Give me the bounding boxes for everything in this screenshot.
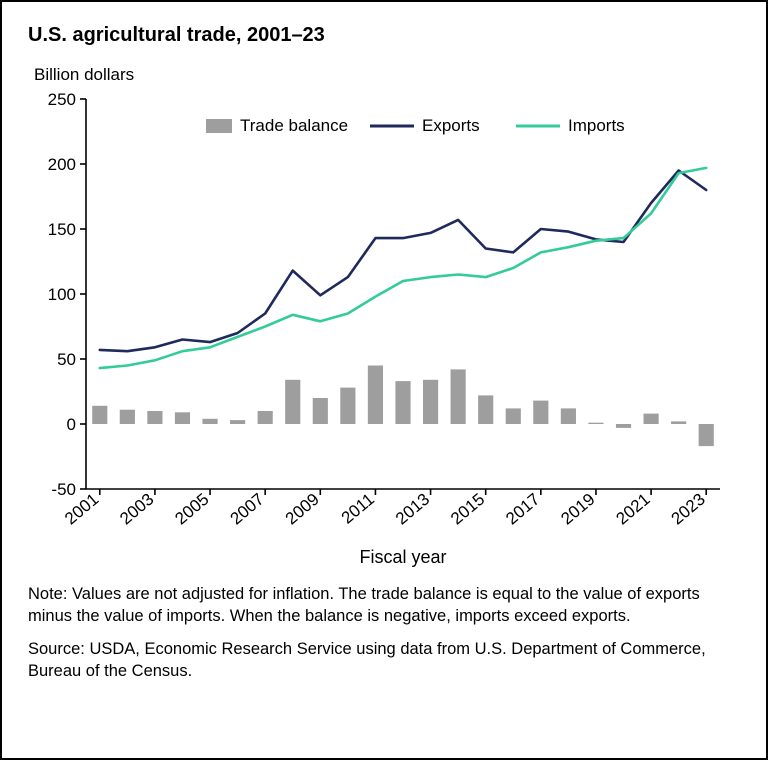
chart-note: Note: Values are not adjusted for inflat… xyxy=(28,583,740,628)
x-tick-label: 2005 xyxy=(171,490,212,529)
y-axis-label: Billion dollars xyxy=(34,65,740,85)
trade-balance-bar xyxy=(561,408,576,424)
y-tick-label: -50 xyxy=(51,480,76,499)
chart-frame: U.S. agricultural trade, 2001–23 Billion… xyxy=(0,0,768,760)
y-tick-label: 150 xyxy=(48,220,76,239)
trade-balance-bar xyxy=(699,424,714,446)
y-tick-label: 200 xyxy=(48,155,76,174)
trade-balance-bar xyxy=(120,410,135,424)
x-tick-label: 2011 xyxy=(338,490,378,528)
x-axis-label: Fiscal year xyxy=(359,547,446,567)
trade-balance-bar xyxy=(506,408,521,424)
trade-balance-bar xyxy=(478,395,493,424)
y-tick-label: 100 xyxy=(48,285,76,304)
x-tick-label: 2019 xyxy=(557,490,598,529)
trade-balance-bar xyxy=(423,380,438,424)
trade-balance-bar xyxy=(230,420,245,424)
y-tick-label: 250 xyxy=(48,90,76,109)
trade-balance-bar xyxy=(644,414,659,424)
trade-balance-bar xyxy=(616,424,631,428)
trade-balance-bar xyxy=(285,380,300,424)
trade-balance-bar xyxy=(395,381,410,424)
trade-balance-bar xyxy=(313,398,328,424)
trade-balance-bar xyxy=(92,406,107,424)
x-tick-label: 2021 xyxy=(612,490,653,529)
x-tick-label: 2013 xyxy=(392,490,433,529)
x-tick-label: 2023 xyxy=(668,490,709,529)
legend-label-imports: Imports xyxy=(568,116,625,135)
legend-label-exports: Exports xyxy=(422,116,480,135)
legend-label-trade-balance: Trade balance xyxy=(240,116,348,135)
exports-line xyxy=(100,171,706,352)
x-tick-label: 2017 xyxy=(502,490,543,529)
legend-swatch-trade-balance xyxy=(206,119,232,133)
trade-balance-bar xyxy=(368,366,383,425)
trade-balance-bar xyxy=(258,411,273,424)
trade-balance-bar xyxy=(533,401,548,424)
y-tick-label: 0 xyxy=(67,415,76,434)
trade-balance-bar xyxy=(451,369,466,424)
y-tick-label: 50 xyxy=(57,350,76,369)
chart-svg: -500501001502002502001200320052007200920… xyxy=(34,89,734,569)
trade-balance-bar xyxy=(147,411,162,424)
x-tick-label: 2003 xyxy=(116,490,157,529)
trade-balance-bar xyxy=(175,412,190,424)
trade-balance-bar xyxy=(202,419,217,424)
trade-balance-bar xyxy=(340,388,355,424)
chart-title: U.S. agricultural trade, 2001–23 xyxy=(28,24,740,47)
x-tick-label: 2009 xyxy=(282,490,323,529)
trade-balance-bar xyxy=(588,423,603,424)
x-tick-label: 2007 xyxy=(227,490,268,529)
imports-line xyxy=(100,168,706,368)
chart-source: Source: USDA, Economic Research Service … xyxy=(28,638,740,683)
chart-area: -500501001502002502001200320052007200920… xyxy=(34,89,734,569)
x-tick-label: 2015 xyxy=(447,490,488,529)
trade-balance-bar xyxy=(671,421,686,424)
